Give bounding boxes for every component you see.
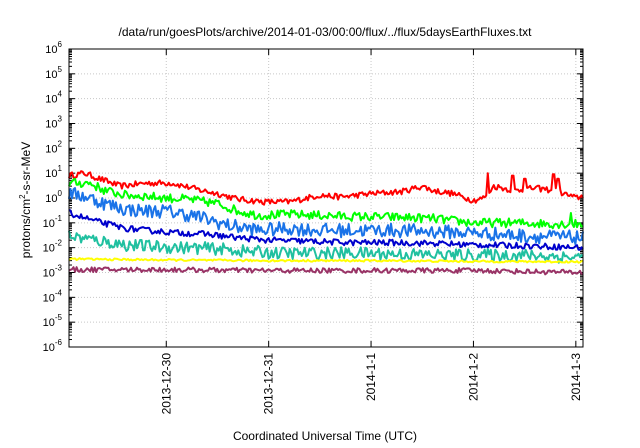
y-tick-labels: 10-610-510-410-310-210-11001011021031041… [43, 40, 63, 354]
y-tick-label: 10-3 [43, 264, 63, 280]
x-tick-label: 2013-12-31 [262, 353, 276, 415]
y-tick-label: 104 [45, 90, 62, 106]
y-tick-exponent: 2 [58, 139, 63, 148]
y-tick-base: 10 [43, 243, 55, 255]
series-line-3 [68, 187, 584, 246]
y-tick-exponent: -4 [55, 288, 63, 297]
series-line-4 [68, 209, 584, 251]
grid-lines [69, 49, 583, 347]
y-tick-label: 100 [45, 189, 62, 205]
series-line-1 [68, 170, 584, 206]
y-tick-base: 10 [45, 44, 57, 56]
series-line-5 [68, 230, 584, 264]
y-tick-exponent: -3 [55, 264, 63, 273]
y-tick-base: 10 [45, 94, 57, 106]
y-tick-label: 103 [45, 115, 62, 131]
x-tick-label: 2014-1-2 [466, 353, 480, 401]
y-tick-label: 105 [45, 65, 62, 81]
x-tick-labels: 2013-12-30 2013-12-31 2014-1-1 2014-1-2 2014… [159, 353, 583, 415]
y-tick-label: 101 [45, 164, 62, 180]
y-tick-base: 10 [45, 69, 57, 81]
y-tick-exponent: -5 [55, 313, 63, 322]
y-tick-base: 10 [43, 218, 55, 230]
y-tick-label: 10-1 [43, 214, 63, 230]
y-tick-label: 10-6 [43, 338, 63, 354]
y-tick-base: 10 [45, 143, 57, 155]
y-tick-label: 106 [45, 40, 62, 56]
y-axis-label: protons/cm2-s-sr-MeV [18, 142, 33, 258]
y-axis-label-base: protons/cm [19, 199, 33, 258]
x-axis-label: Coordinated Universal Time (UTC) [233, 429, 417, 443]
chart-title: /data/run/goesPlots/archive/2014-01-03/0… [119, 25, 533, 39]
axis-ticks [69, 48, 583, 348]
y-tick-exponent: -6 [55, 338, 63, 347]
x-tick-label: 2014-1-1 [364, 353, 378, 401]
plot-frame [68, 48, 584, 348]
x-tick-label: 2014-1-3 [569, 353, 583, 401]
y-tick-label: 10-2 [43, 239, 63, 255]
y-tick-exponent: 3 [58, 115, 63, 124]
y-tick-base: 10 [43, 342, 55, 354]
y-tick-label: 10-4 [43, 288, 63, 304]
series-line-2 [68, 177, 584, 230]
y-tick-label: 102 [45, 139, 62, 155]
y-tick-base: 10 [43, 317, 55, 329]
y-tick-base: 10 [43, 292, 55, 304]
series-lines [68, 170, 584, 276]
x-tick-label: 2013-12-30 [159, 353, 173, 415]
y-tick-exponent: 4 [58, 90, 63, 99]
series-line-7 [68, 266, 584, 276]
y-tick-exponent: -1 [55, 214, 63, 223]
y-tick-exponent: 0 [58, 189, 63, 198]
y-axis-label-sup: 2 [18, 194, 27, 199]
y-tick-base: 10 [43, 268, 55, 280]
y-tick-exponent: 1 [58, 164, 63, 173]
y-tick-exponent: -2 [55, 239, 63, 248]
y-tick-exponent: 5 [58, 65, 63, 74]
y-tick-base: 10 [45, 168, 57, 180]
y-tick-label: 10-5 [43, 313, 63, 329]
series-line-6 [68, 257, 583, 264]
y-axis-label-rest: -s-sr-MeV [19, 142, 33, 195]
y-tick-exponent: 6 [58, 40, 63, 49]
y-tick-base: 10 [45, 119, 57, 131]
y-tick-base: 10 [45, 193, 57, 205]
